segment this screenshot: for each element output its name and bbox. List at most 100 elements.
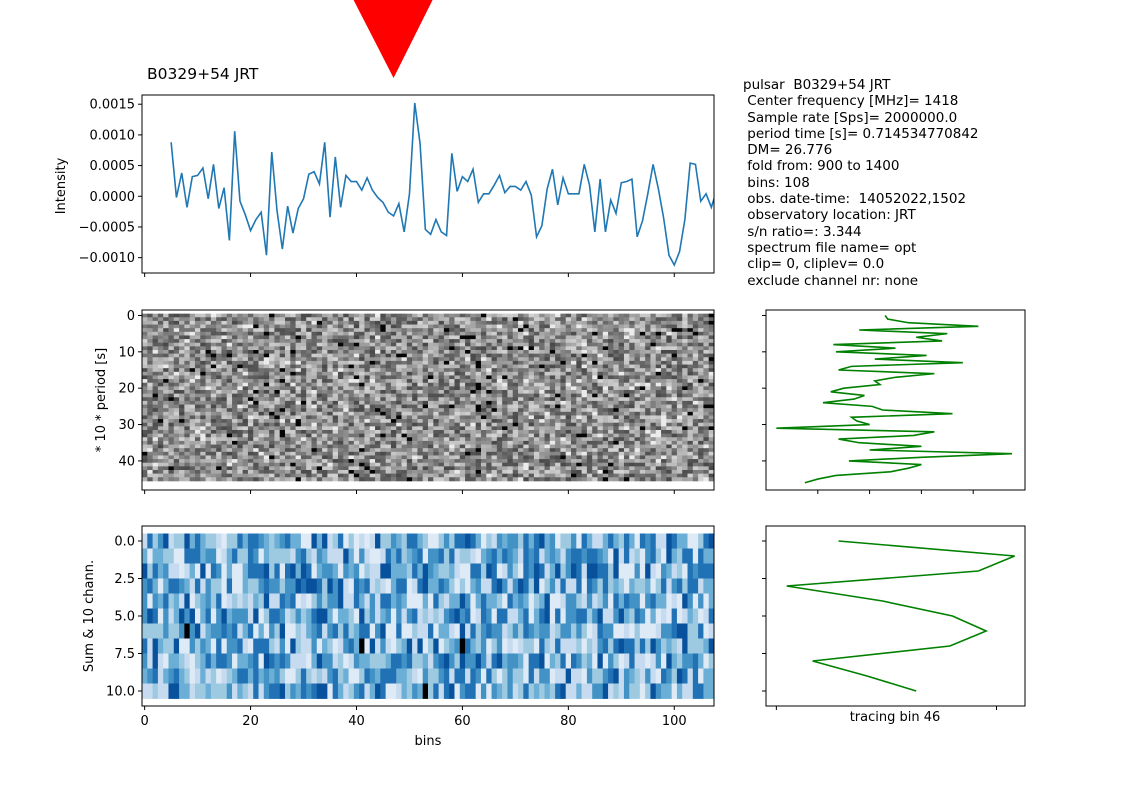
heatmap-cell	[152, 473, 159, 478]
heatmap-cell	[412, 451, 418, 456]
heatmap-cell	[290, 360, 296, 365]
heatmap-cell	[523, 444, 530, 449]
heatmap-cell	[253, 408, 259, 413]
heatmap-cell	[480, 339, 487, 344]
heatmap-cell	[655, 317, 662, 322]
heatmap-cell	[168, 335, 175, 340]
heatmap-cell	[390, 437, 397, 442]
heatmap-cell	[475, 353, 482, 358]
heatmap-cell	[274, 357, 281, 362]
heatmap-cell	[449, 397, 455, 402]
heatmap-cell	[316, 404, 323, 409]
heatmap-cell	[343, 419, 349, 424]
heatmap-cell	[375, 408, 381, 413]
heatmap-cell	[285, 335, 291, 340]
heatmap-cell	[295, 444, 302, 449]
heatmap-cell	[454, 408, 461, 413]
heatmap-cell	[475, 448, 482, 453]
heatmap-cell	[443, 444, 450, 449]
heatmap-cell	[661, 433, 667, 438]
heatmap-cell	[179, 342, 185, 347]
heatmap-cell	[327, 346, 334, 351]
heatmap-cell	[592, 382, 598, 387]
heatmap-cell	[300, 382, 307, 387]
heatmap-cell	[438, 448, 445, 453]
heatmap-cell	[518, 379, 524, 384]
heatmap-cell	[502, 357, 508, 362]
heatmap-cell	[385, 342, 392, 347]
heatmap-cell	[142, 324, 148, 329]
heatmap-cell	[676, 368, 683, 373]
heatmap-cell	[359, 339, 365, 344]
heatmap-cell	[375, 422, 381, 427]
heatmap-cell	[375, 426, 381, 431]
heatmap-cell	[258, 390, 265, 395]
heatmap-cell	[269, 331, 275, 336]
heatmap-cell	[623, 364, 630, 369]
heatmap-cell	[152, 386, 159, 391]
heatmap-cell	[528, 419, 535, 424]
heatmap-cell	[258, 419, 265, 424]
heatmap-cell	[237, 324, 244, 329]
heatmap-cell	[279, 386, 286, 391]
heatmap-cell	[232, 422, 238, 427]
heatmap-cell	[412, 328, 418, 333]
heatmap-cell	[142, 357, 148, 362]
heatmap-cell	[200, 444, 206, 449]
heatmap-cell	[475, 455, 482, 460]
heatmap-cell	[692, 473, 699, 478]
heatmap-cell	[491, 360, 498, 365]
heatmap-cell	[221, 404, 228, 409]
heatmap-cell	[618, 411, 625, 416]
heatmap-cell	[311, 455, 318, 460]
heatmap-cell	[597, 455, 604, 460]
heatmap-cell	[295, 379, 302, 384]
heatmap-cell	[263, 328, 270, 333]
heatmap-cell	[544, 473, 551, 478]
heatmap-cell	[343, 422, 349, 427]
heatmap-cell	[608, 451, 614, 456]
heatmap-cell	[311, 393, 318, 398]
heatmap-cell	[597, 433, 604, 438]
heatmap-cell	[512, 440, 519, 445]
heatmap-cell	[433, 437, 439, 442]
heatmap-cell	[507, 440, 514, 445]
heatmap-cell	[168, 466, 175, 471]
heatmap-cell	[629, 371, 635, 376]
heatmap-cell	[242, 382, 249, 387]
heatmap-cell	[608, 426, 614, 431]
heatmap-cell	[639, 371, 646, 376]
heatmap-cell	[544, 320, 551, 325]
heatmap-cell	[279, 375, 286, 380]
heatmap-cell	[560, 411, 567, 416]
heatmap-cell	[290, 477, 296, 482]
heatmap-cell	[332, 411, 339, 416]
heatmap-cell	[290, 411, 296, 416]
heatmap-cell	[602, 386, 609, 391]
heatmap-cell	[237, 411, 244, 416]
heatmap-cell	[666, 317, 673, 322]
heatmap-cell	[322, 313, 328, 318]
heatmap-cell	[618, 393, 625, 398]
heatmap-cell	[412, 317, 418, 322]
heatmap-cell	[163, 346, 169, 351]
heatmap-cell	[533, 444, 540, 449]
heatmap-cell	[676, 393, 683, 398]
heatmap-cell	[269, 437, 275, 442]
heatmap-cell	[210, 371, 217, 376]
heatmap-cell	[390, 470, 397, 475]
heatmap-cell	[194, 440, 201, 445]
heatmap-cell	[221, 371, 228, 376]
heatmap-cell	[184, 320, 191, 325]
heatmap-cell	[428, 433, 434, 438]
heatmap-cell	[592, 317, 598, 322]
heatmap-cell	[163, 470, 169, 475]
heatmap-cell	[311, 346, 318, 351]
heatmap-cell	[502, 411, 508, 416]
heatmap-cell	[486, 444, 492, 449]
heatmap-cell	[459, 350, 466, 355]
heatmap-cell	[316, 346, 323, 351]
heatmap-cell	[343, 440, 349, 445]
heatmap-cell	[205, 320, 212, 325]
heatmap-cell	[316, 422, 323, 427]
